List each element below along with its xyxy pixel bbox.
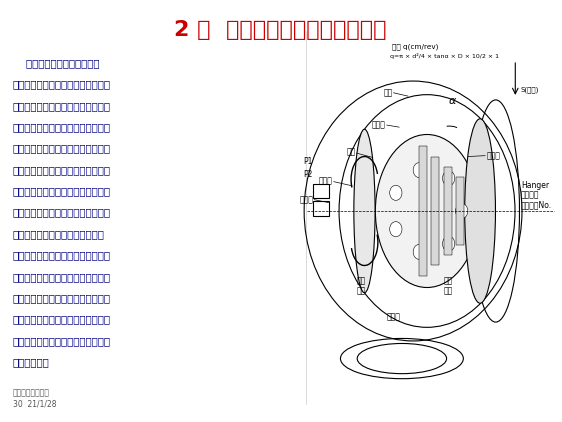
Text: 吸油口: 吸油口 [387,312,401,321]
Text: 缸體: 缸體 [346,148,356,157]
Text: 30  21/1/28: 30 21/1/28 [12,399,56,408]
Text: 柱塞: 柱塞 [383,88,392,97]
Text: 安裝在與斜盤進行相互運動的缸體內: 安裝在與斜盤進行相互運動的缸體內 [12,101,111,111]
Text: 入的液壓油經配流盤的排油口排出，: 入的液壓油經配流盤的排油口排出， [12,293,111,303]
Text: 下死點: 下死點 [372,121,386,130]
Text: 行程中，柱塞始終向排油量減少的方: 行程中，柱塞始終向排油量減少的方 [12,208,111,218]
Text: 部，柱塞從下死點移到上死點，并向: 部，柱塞從下死點移到上死點，并向 [12,122,111,132]
Ellipse shape [465,119,496,303]
Text: 排量 q(cm/rev): 排量 q(cm/rev) [392,43,439,50]
Ellipse shape [413,244,425,260]
Bar [313,184,329,198]
Text: Hanger: Hanger [521,181,549,189]
Ellipse shape [375,135,479,287]
Text: （斜盤）: （斜盤） [521,191,540,200]
Text: 吸油
過程: 吸油 過程 [443,276,453,295]
Text: 向移動，于是液壓油經排油口排出: 向移動，于是液壓油經排油口排出 [12,229,105,239]
Ellipse shape [389,185,402,200]
Ellipse shape [413,162,425,178]
Text: 缸體與主軸上的花鍵相連接: 缸體與主軸上的花鍵相連接 [12,58,99,68]
Text: S(行程): S(行程) [521,86,540,93]
Text: P2: P2 [303,170,313,179]
Ellipse shape [456,203,468,219]
Text: α: α [449,96,456,106]
Text: 排油
過程: 排油 過程 [357,276,366,295]
Text: 配流盤: 配流盤 [319,176,333,185]
Text: （排油過程）。排油量隨著斜盤的傾: （排油過程）。排油量隨著斜盤的傾 [12,250,111,260]
Ellipse shape [354,129,375,293]
Text: q=π × d²/4 × tanα × D × 10/2 × 1: q=π × d²/4 × tanα × D × 10/2 × 1 [389,52,498,59]
Ellipse shape [442,170,455,186]
Text: 2 ）  斜盤式軸向柱塞泵工作原理: 2 ） 斜盤式軸向柱塞泵工作原理 [174,20,387,40]
Text: P1: P1 [303,157,313,166]
Ellipse shape [389,222,402,237]
Text: ，從而與主軸一起旋轉。柱塞組件被: ，從而與主軸一起旋轉。柱塞組件被 [12,79,111,89]
Text: 排油口: 排油口 [299,195,313,204]
Ellipse shape [442,236,455,252]
Text: （吸油過程），從上死點到下死點的: （吸油過程），從上死點到下死點的 [12,186,111,196]
Bar [313,201,329,216]
Text: 過吸油端口后，經由配流盤流向缸體: 過吸油端口后，經由配流盤流向缸體 [12,165,111,175]
Text: 上死點: 上死點 [486,151,500,160]
Text: 排油口排出。: 排油口排出。 [12,357,49,367]
Text: 而通過缸體外（內）圈的吸油口吸入: 而通過缸體外（內）圈的吸油口吸入 [12,314,111,325]
Text: ：柱塞的No.: ：柱塞的No. [521,200,552,210]
Text: 出口流量增加的方向移動。液壓油通: 出口流量增加的方向移動。液壓油通 [12,143,111,154]
Text: 角的變化而變化。通過缸體吸油口吸: 角的變化而變化。通過缸體吸油口吸 [12,272,111,282]
Text: 的液壓油則經配流盤的外（內）圈的: 的液壓油則經配流盤的外（內）圈的 [12,336,111,346]
Bar [419,146,427,276]
Bar [444,167,452,255]
Bar [456,178,464,244]
Bar [432,157,439,265]
Text: 挖掘機服務管理室: 挖掘機服務管理室 [12,389,49,398]
